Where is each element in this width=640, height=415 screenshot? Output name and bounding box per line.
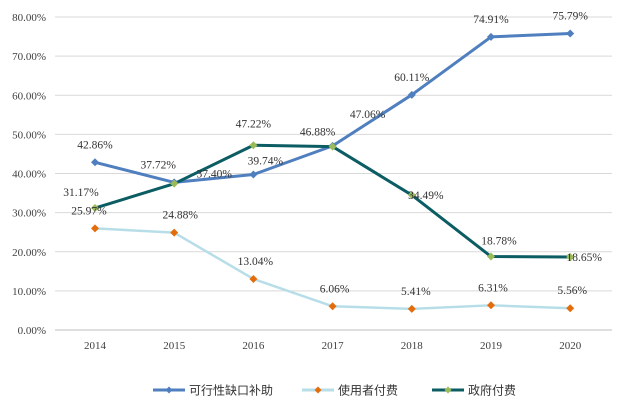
data-point-marker [328,142,337,151]
x-tick-label: 2017 [322,340,345,352]
data-label: 37.40% [196,169,232,181]
data-point-marker [170,179,179,188]
data-label: 13.04% [238,256,274,268]
data-label: 42.86% [77,139,113,151]
data-label: 74.91% [473,14,509,26]
x-tick-label: 2020 [559,340,582,352]
x-tick-label: 2018 [401,340,424,352]
y-tick-label: 0.00% [18,325,46,337]
data-point-marker [407,191,416,200]
y-tick-label: 30.00% [12,208,46,220]
data-label: 34.49% [408,190,444,202]
data-point-marker [487,32,495,41]
data-point-marker [566,29,575,38]
data-point-marker [487,252,495,261]
data-label: 6.31% [478,282,508,294]
legend-marker [444,386,452,394]
x-tick-label: 2016 [242,340,265,352]
data-point-marker [487,301,495,310]
data-label: 5.56% [557,285,587,297]
data-label: 31.17% [63,187,99,199]
data-label: 18.78% [481,236,517,248]
legend-marker [314,386,322,394]
data-point-marker [91,204,99,213]
data-label: 18.65% [566,252,602,264]
data-label: 25.97% [71,205,107,217]
data-label: 75.79% [552,10,588,22]
y-tick-label: 10.00% [12,286,46,298]
y-tick-label: 50.00% [12,129,46,141]
y-tick-label: 40.00% [12,169,46,181]
data-point-marker [249,170,258,179]
legend-label: 使用者付费 [338,383,398,398]
data-point-marker [249,274,258,283]
legend-marker [165,386,173,394]
data-label: 5.41% [401,286,431,298]
data-point-marker [249,141,258,150]
legend-label: 政府付费 [468,383,516,398]
y-tick-label: 80.00% [12,12,46,24]
data-point-marker [566,304,575,313]
data-point-marker [566,253,575,262]
data-point-marker [91,224,99,233]
data-label: 47.22% [236,118,272,130]
data-label: 39.74% [248,156,284,168]
data-label: 37.72% [140,159,176,171]
y-tick-label: 20.00% [12,247,46,259]
y-tick-label: 70.00% [12,51,46,63]
data-label: 47.06% [350,109,386,121]
data-label: 46.88% [300,127,336,139]
legend-label: 可行性缺口补助 [189,383,273,398]
data-label: 60.11% [394,72,429,84]
data-label: 6.06% [320,283,350,295]
data-label: 24.88% [162,210,198,222]
data-point-marker [407,90,416,99]
y-tick-label: 60.00% [12,90,46,102]
data-point-marker [407,304,416,313]
data-point-marker [328,302,337,311]
data-point-marker [170,228,179,237]
x-tick-label: 2014 [84,340,107,352]
x-tick-label: 2015 [163,340,186,352]
x-tick-label: 2019 [480,340,503,352]
data-point-marker [91,158,99,167]
